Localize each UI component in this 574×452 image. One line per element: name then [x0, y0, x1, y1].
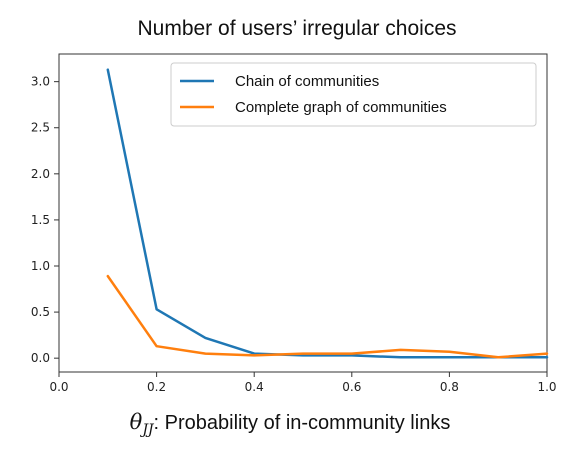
chart-title: Number of users’ irregular choices — [137, 17, 456, 40]
legend: Chain of communities Complete graph of co… — [170, 62, 537, 127]
y-tick-label: 2.0 — [31, 167, 50, 181]
y-axis-ticks: 0.0 0.5 1.0 1.5 2.0 2.5 3.0 — [31, 75, 59, 365]
x-axis-label: θJJ: Probability of in-community links — [130, 410, 451, 438]
x-tick-label: 0.0 — [49, 380, 68, 394]
x-tick-label: 0.6 — [342, 380, 361, 394]
y-tick-label: 3.0 — [31, 75, 50, 89]
legend-label-2: Complete graph of communities — [235, 99, 447, 116]
x-axis-label-text: : Probability of in-community links — [154, 412, 451, 434]
series-line-2 — [106, 274, 549, 359]
legend-box — [170, 62, 537, 127]
legend-label-1: Chain of communities — [235, 73, 379, 90]
x-axis-label-symbol: θ — [130, 410, 143, 434]
y-tick-label: 0.5 — [31, 305, 50, 319]
x-tick-label: 1.0 — [537, 380, 556, 394]
x-tick-label: 0.4 — [245, 380, 264, 394]
plot-frame — [58, 53, 548, 373]
x-tick-label: 0.8 — [440, 380, 459, 394]
series-layer — [106, 68, 549, 359]
x-tick-label: 0.2 — [147, 380, 166, 394]
plot-area: 0.0 0.2 0.4 0.6 0.8 1.0 0.0 0.5 1.0 1.5 2.0 2.5 3.0 — [31, 53, 557, 394]
x-axis-ticks: 0.0 0.2 0.4 0.6 0.8 1.0 — [49, 372, 557, 394]
x-axis-label-subscript: JJ — [139, 422, 155, 438]
y-tick-label: 0.0 — [31, 351, 50, 365]
y-tick-label: 2.5 — [31, 121, 50, 135]
y-tick-label: 1.5 — [31, 213, 50, 227]
series-line-1 — [106, 68, 549, 359]
y-tick-label: 1.0 — [31, 259, 50, 273]
